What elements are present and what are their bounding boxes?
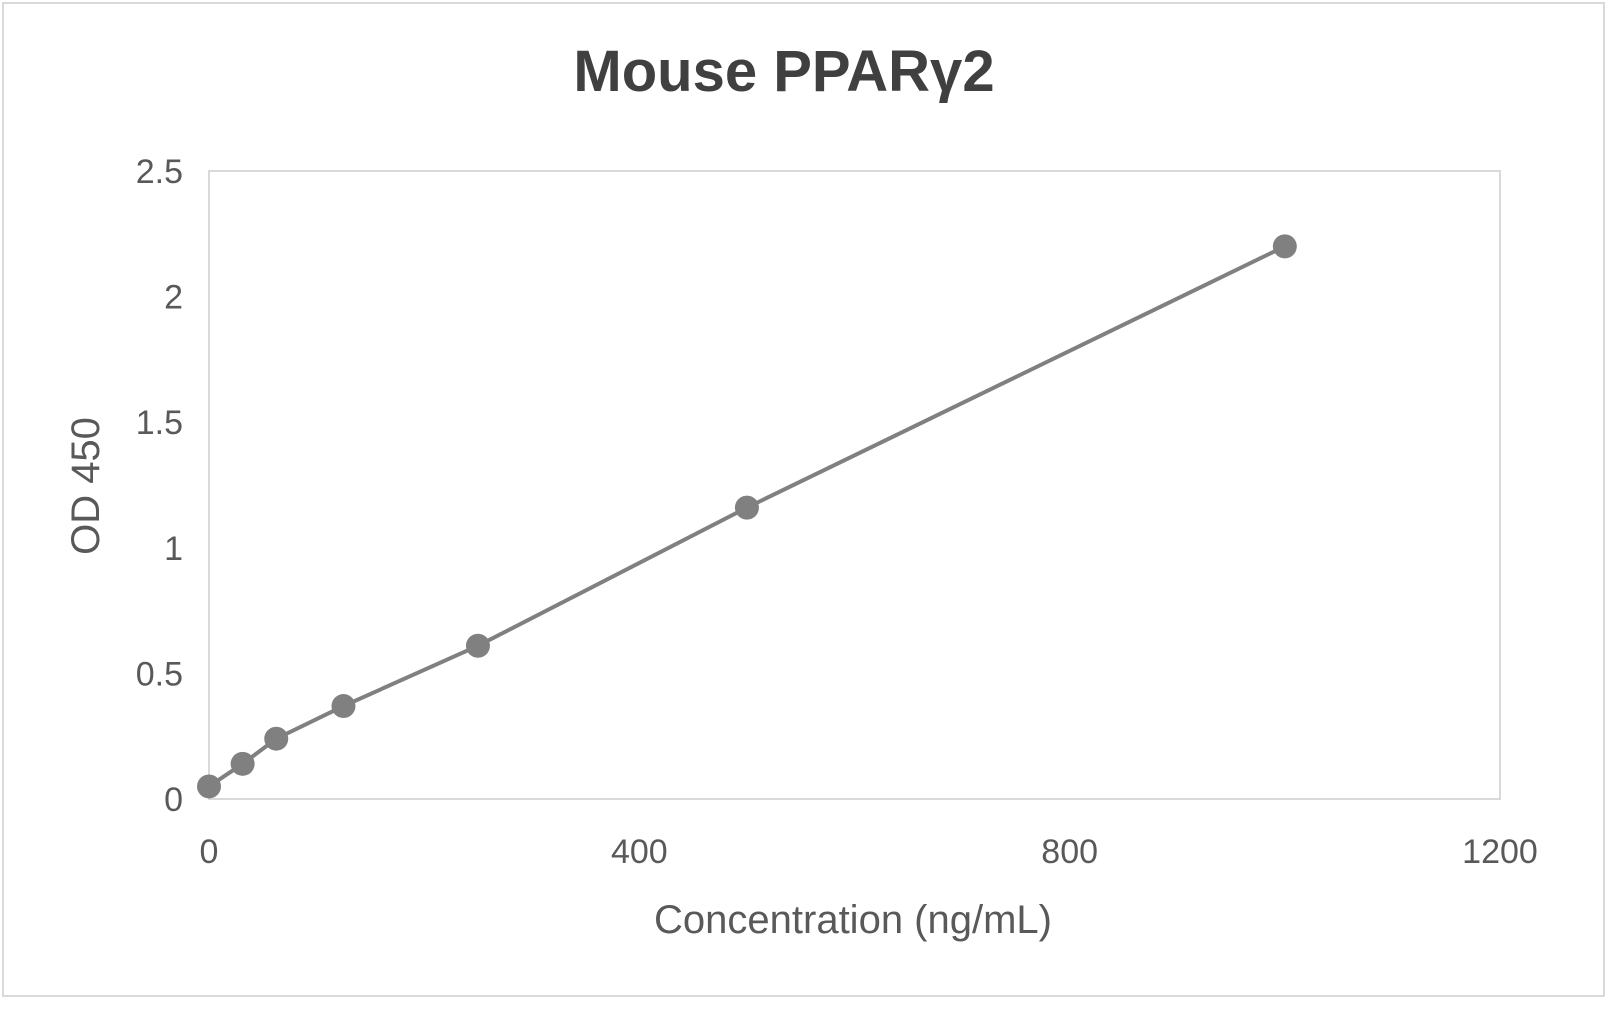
y-tick-label: 1.5 xyxy=(136,404,183,442)
y-tick-label: 1 xyxy=(164,530,183,568)
data-point-marker xyxy=(230,751,255,776)
series-markers xyxy=(197,234,1297,799)
y-tick-label: 2.5 xyxy=(136,153,183,191)
x-tick-label: 0 xyxy=(200,833,219,871)
data-point-marker xyxy=(264,726,289,751)
data-point-marker xyxy=(1272,234,1297,259)
y-axis-title: OD 450 xyxy=(64,417,108,555)
y-tick-label: 0 xyxy=(164,781,183,819)
chart-frame xyxy=(2,2,1605,997)
y-axis-ticks: 0 0.5 1 1.5 2 2.5 xyxy=(136,153,183,819)
chart-title: Mouse PPARγ2 xyxy=(573,39,995,104)
x-tick-label: 800 xyxy=(1041,833,1098,871)
x-tick-label: 400 xyxy=(611,833,668,871)
plot-area-border xyxy=(208,170,1501,800)
y-tick-label: 0.5 xyxy=(136,655,183,693)
x-axis-ticks: 0 400 800 1200 xyxy=(200,833,1538,871)
x-axis-title: Concentration (ng/mL) xyxy=(654,898,1052,942)
x-tick-label: 1200 xyxy=(1462,833,1538,871)
y-tick-label: 2 xyxy=(164,279,183,317)
data-point-marker xyxy=(465,633,490,658)
data-point-marker xyxy=(197,774,221,799)
data-point-marker xyxy=(331,694,356,719)
data-point-marker xyxy=(734,495,759,520)
